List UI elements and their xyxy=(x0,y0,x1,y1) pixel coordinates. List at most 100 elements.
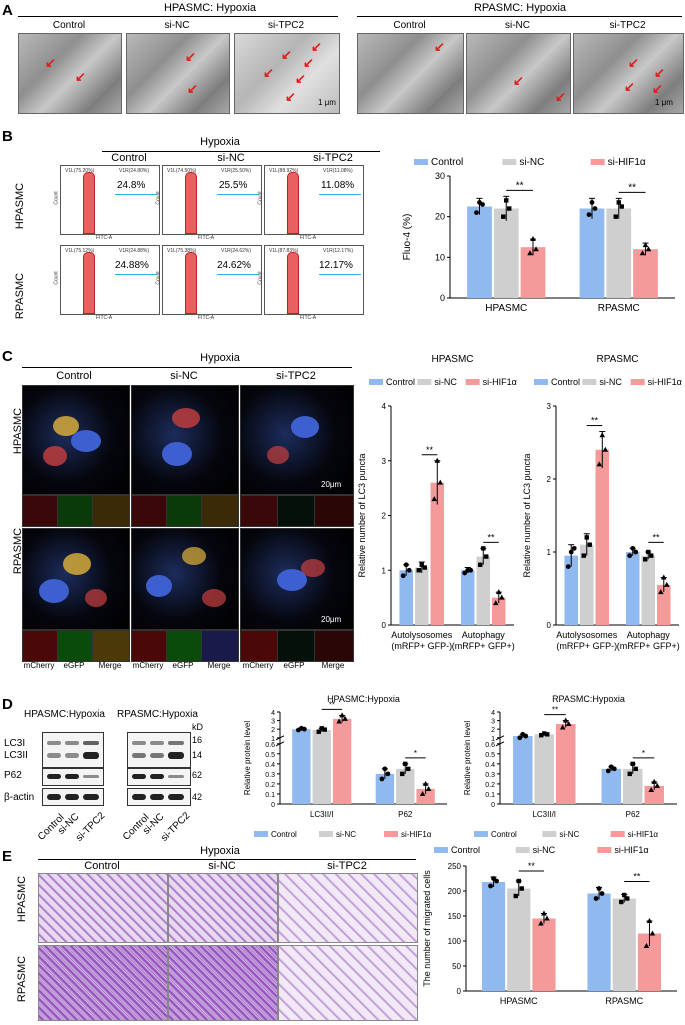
data-point xyxy=(596,886,602,891)
y-tick-label: 250 xyxy=(448,862,462,871)
panel-e-row-hpasmc: HPASMC xyxy=(16,875,28,923)
data-point xyxy=(605,768,611,774)
y-axis-label: Relative number of LC3 puncta xyxy=(357,453,367,577)
legend-swatch-0 xyxy=(369,379,383,385)
legend-label-2: si-HIF1α xyxy=(628,830,659,839)
data-point xyxy=(400,771,405,777)
y-tick-label: 0 xyxy=(547,621,552,630)
panel-b-rule xyxy=(102,151,380,152)
panel-a-scale-label-right: 1 μm xyxy=(655,98,673,107)
panel-label-e: E xyxy=(2,848,13,865)
y-tick-label: 4 xyxy=(491,710,495,717)
legend-label-0: Control xyxy=(271,830,297,839)
x-tick-label: Autolysosomes (mRFP+ GFP-) xyxy=(556,630,618,651)
data-point xyxy=(301,726,307,732)
protein-label-lc3i: LC3I xyxy=(4,738,26,749)
if-channel-egfp xyxy=(277,630,315,662)
x-tick-label: P62 xyxy=(398,810,413,819)
em-image-rpasmc-sitpc2: ↙ ↙ ↙ ↙ xyxy=(573,33,684,114)
arrow-icon: ↙ xyxy=(311,39,322,54)
flow-yaxis-label: Count xyxy=(53,271,60,285)
data-point xyxy=(565,564,571,569)
data-point xyxy=(648,786,655,792)
panel-e-col-sitpc2: si-TPC2 xyxy=(327,860,367,872)
protein-level-hpasmc-chart: 0 0.1 0.2 0.3 0.4 0.5 0.61 23 4 Relative protein … xyxy=(243,694,447,839)
y-tick-label: 0.5 xyxy=(485,752,495,759)
y-tick-label: 2 xyxy=(491,727,495,734)
y-tick-label: 150 xyxy=(448,912,462,921)
panel-c-col-control: Control xyxy=(56,370,92,382)
bar-0-0 xyxy=(292,729,311,804)
bar-1-1 xyxy=(396,768,415,804)
flow-percent-hpasmc-sinc: 25.5% xyxy=(219,180,248,191)
legend-label-0: Control xyxy=(386,377,415,387)
data-point xyxy=(619,204,624,209)
flow-histogram-rpasmc-sinc: V1L(75.38%) V1R(24.62%) 24.62% xyxy=(162,245,262,315)
panel-c-scale-label: 20μm xyxy=(321,480,342,489)
legend-swatch-0 xyxy=(434,847,448,853)
arrow-icon: ↙ xyxy=(295,71,306,86)
bar-2-0 xyxy=(332,718,352,804)
y-tick-label: 1 xyxy=(382,566,387,575)
legend-label-1: si-NC xyxy=(519,157,544,168)
panel-label-a: A xyxy=(2,2,13,19)
data-point xyxy=(513,893,518,899)
data-point xyxy=(625,896,630,901)
y-axis-label: Relative protein level xyxy=(463,721,472,795)
bar-1-1 xyxy=(612,898,636,991)
panel-b-row-rpasmc: RPASMC xyxy=(14,272,26,320)
panel-a-scale-label-left: 1 μm xyxy=(318,98,336,107)
data-point xyxy=(587,542,592,547)
y-axis-label: Relative protein level xyxy=(243,721,252,795)
kd-value: 42 xyxy=(192,792,203,802)
data-point xyxy=(639,250,646,256)
y-tick-label: 0 xyxy=(271,802,275,809)
if-channel-mcherry xyxy=(22,630,58,662)
bar-1-1 xyxy=(641,555,656,625)
bar-0-1 xyxy=(460,570,475,625)
western-blot-lc3-rpasmc xyxy=(127,732,191,768)
data-point xyxy=(622,892,627,898)
panel-a-left-title: HPASMC: Hypoxia xyxy=(163,2,257,14)
bar-0-0 xyxy=(564,555,578,625)
legend-label-0: Control xyxy=(551,377,580,387)
legend-label-2: si-HIF1α xyxy=(614,845,648,855)
y-tick-label: 200 xyxy=(448,887,462,896)
legend-swatch-1 xyxy=(502,159,517,165)
bar-2-1 xyxy=(637,933,662,991)
bar-1-1 xyxy=(606,208,632,298)
panel-e-rule xyxy=(38,859,416,860)
flow-xaxis-label: FITC-A xyxy=(198,235,215,241)
arrow-icon: ↙ xyxy=(263,65,274,80)
data-point xyxy=(643,943,650,948)
data-point xyxy=(545,732,550,737)
data-point xyxy=(633,766,638,772)
significance-label: ** xyxy=(528,861,536,871)
y-tick-label: 0 xyxy=(440,293,445,303)
flow-yaxis-label: Count xyxy=(257,271,264,285)
panel-b-col-sinc: si-NC xyxy=(217,152,245,164)
data-point xyxy=(596,461,603,467)
panel-a-col-sitpc2-left: si-TPC2 xyxy=(267,20,305,31)
data-point xyxy=(322,727,327,732)
data-point xyxy=(651,778,658,784)
flow-percent-hpasmc-sitpc2: 11.08% xyxy=(321,180,355,191)
significance-label: ** xyxy=(628,182,636,193)
data-point xyxy=(616,200,621,205)
migrated-cells-chart: 0 50 100 150 200 250 The number of migrated ce… xyxy=(422,845,677,1006)
if-image-hpasmc-sitpc2: 20μm xyxy=(240,385,354,495)
western-blot-p62-rpasmc xyxy=(127,768,191,786)
if-channel-mcherry xyxy=(240,495,278,527)
transwell-image-rpasmc-sinc xyxy=(168,945,278,1021)
data-point xyxy=(494,878,499,884)
bar-1-0 xyxy=(493,208,519,298)
channel-label-merge: Merge xyxy=(98,661,122,670)
data-point xyxy=(533,246,539,252)
panel-a-col-control-left: Control xyxy=(52,20,86,31)
transwell-image-rpasmc-sitpc2 xyxy=(278,945,418,1021)
panel-a-right-rule xyxy=(357,16,682,17)
channel-label-mcherry: mCherry xyxy=(242,661,274,670)
arrow-icon: ↙ xyxy=(75,69,86,84)
data-point xyxy=(422,565,427,570)
y-axis-label: Relative number of LC3 puncta xyxy=(522,453,532,577)
